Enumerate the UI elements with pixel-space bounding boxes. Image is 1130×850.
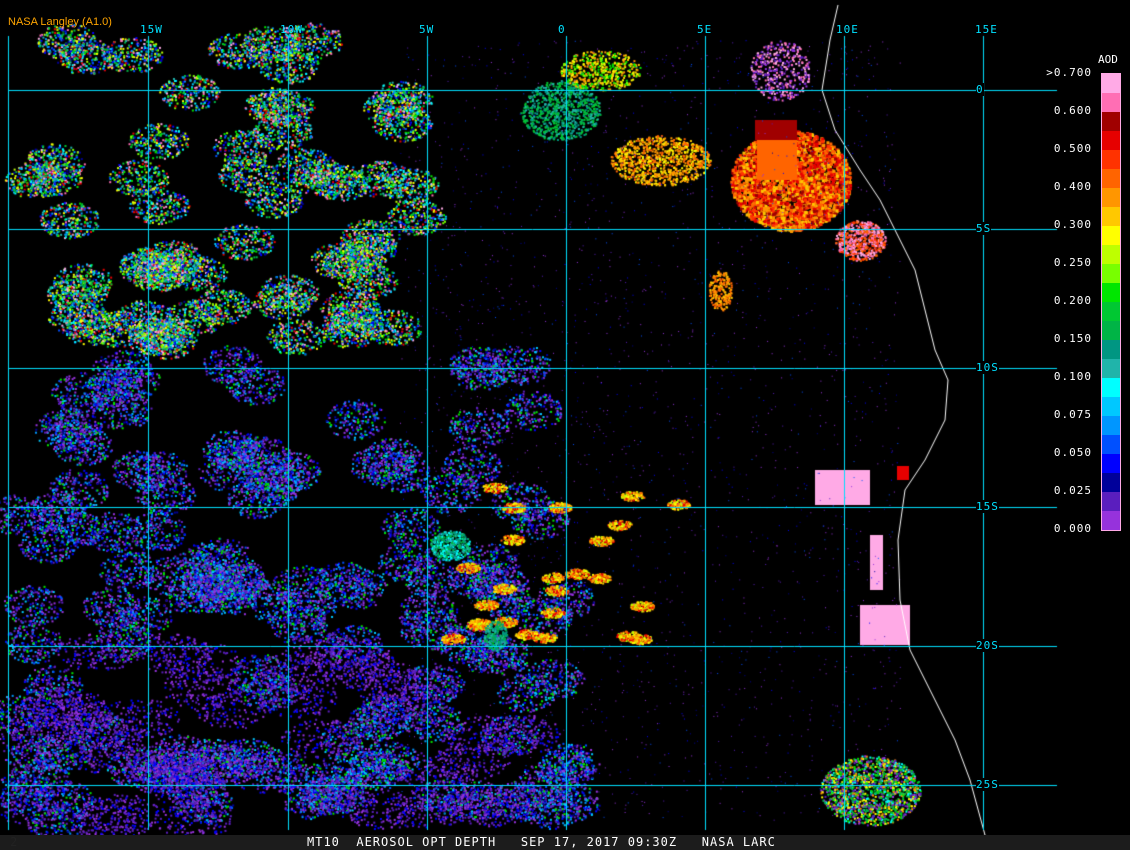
colorbar-tick-label: 0.200 bbox=[1053, 294, 1092, 307]
logo-label: NASA Langley (A1.0) bbox=[8, 16, 112, 28]
colorbar-title: AOD bbox=[1098, 53, 1118, 66]
latitude-label: 25S bbox=[976, 778, 999, 791]
colorbar-tick-label: 0.000 bbox=[1053, 522, 1092, 535]
colorbar-swatch bbox=[1102, 397, 1120, 416]
colorbar-swatch bbox=[1102, 454, 1120, 473]
colorbar-swatch bbox=[1102, 302, 1120, 321]
colorbar-swatch bbox=[1102, 378, 1120, 397]
latitude-label: 5S bbox=[976, 222, 992, 235]
colorbar-tick-label: 0.250 bbox=[1053, 256, 1092, 269]
colorbar-tick-label: 0.150 bbox=[1053, 332, 1092, 345]
colorbar-swatch bbox=[1102, 245, 1120, 264]
longitude-label: 5W bbox=[419, 23, 435, 36]
colorbar-swatch bbox=[1102, 112, 1120, 131]
longitude-label: 15E bbox=[975, 23, 998, 36]
colorbar-swatch bbox=[1102, 511, 1120, 530]
colorbar-tick-label: 0.050 bbox=[1053, 446, 1092, 459]
latitude-label: 20S bbox=[976, 639, 999, 652]
colorbar-swatch bbox=[1102, 226, 1120, 245]
colorbar-swatch bbox=[1102, 283, 1120, 302]
colorbar-tick-label: 0.400 bbox=[1053, 180, 1092, 193]
colorbar-tick-label: 0.500 bbox=[1053, 142, 1092, 155]
colorbar-tick-label: 0.600 bbox=[1053, 104, 1092, 117]
latitude-label: 15S bbox=[976, 500, 999, 513]
colorbar-tick-label: 0.075 bbox=[1053, 408, 1092, 421]
colorbar-swatch bbox=[1102, 93, 1120, 112]
colorbar-swatch bbox=[1102, 492, 1120, 511]
colorbar-swatch bbox=[1102, 169, 1120, 188]
latitude-label: 0 bbox=[976, 83, 984, 96]
longitude-label: 15W bbox=[140, 23, 163, 36]
caption-bar: 2 MT10 AEROSOL OPT DEPTH SEP 17, 2017 09… bbox=[0, 835, 1130, 850]
latitude-label: 10S bbox=[976, 361, 999, 374]
colorbar-swatch bbox=[1102, 340, 1120, 359]
colorbar-swatch bbox=[1102, 416, 1120, 435]
longitude-label: 0 bbox=[558, 23, 566, 36]
colorbar-swatch bbox=[1102, 131, 1120, 150]
longitude-label: 5E bbox=[697, 23, 713, 36]
colorbar-tick-label: 0.100 bbox=[1053, 370, 1092, 383]
colorbar-swatch bbox=[1102, 321, 1120, 340]
colorbar-tick-label: 0.300 bbox=[1053, 218, 1092, 231]
colorbar-swatch bbox=[1102, 207, 1120, 226]
colorbar-swatch bbox=[1102, 188, 1120, 207]
colorbar-swatch bbox=[1102, 264, 1120, 283]
longitude-label: 10E bbox=[836, 23, 859, 36]
colorbar-swatch bbox=[1102, 74, 1120, 93]
colorbar-tick-label: 0.025 bbox=[1053, 484, 1092, 497]
colorbar bbox=[1101, 73, 1121, 531]
colorbar-swatch bbox=[1102, 435, 1120, 454]
longitude-label: 10W bbox=[280, 23, 303, 36]
colorbar-swatch bbox=[1102, 359, 1120, 378]
colorbar-tick-label: >0.700 bbox=[1046, 66, 1092, 79]
caption: MT10 AEROSOL OPT DEPTH SEP 17, 2017 09:3… bbox=[307, 835, 776, 849]
frame-number: 2 bbox=[10, 835, 18, 849]
colorbar-swatch bbox=[1102, 473, 1120, 492]
colorbar-swatch bbox=[1102, 150, 1120, 169]
